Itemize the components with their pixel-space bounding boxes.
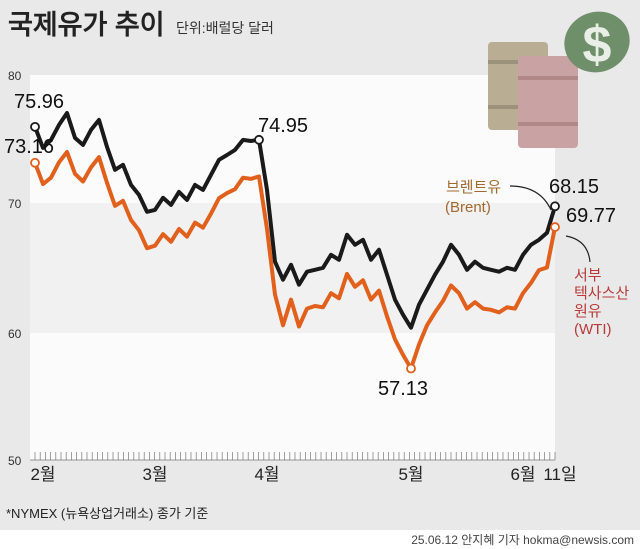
unit-label: 단위:배럴당 달러 xyxy=(176,20,274,36)
endpoint-markers xyxy=(30,121,560,374)
credit: 25.06.12 안지혜 기자 hokma@newsis.com xyxy=(411,533,634,547)
brent-april-label: 74.95 xyxy=(258,115,308,137)
brent-line xyxy=(33,111,557,330)
legend-wti-en: (WTI) xyxy=(574,321,611,338)
chart-title: 국제유가 추이 xyxy=(8,10,165,40)
legend-wti-2: 텍사스산 xyxy=(574,285,629,302)
x-axis-ticks xyxy=(30,452,556,461)
x-label: 2월 xyxy=(30,465,55,484)
svg-text:$: $ xyxy=(583,16,612,74)
x-label: 11일 xyxy=(543,465,576,484)
point-marker xyxy=(550,201,560,212)
end-label-bottom: 69.77 xyxy=(566,205,616,227)
wti-line xyxy=(33,150,557,371)
legend-wti-1: 서부 xyxy=(574,267,602,284)
legend-brent-en: (Brent) xyxy=(445,199,491,216)
brent-start-label: 75.96 xyxy=(14,91,64,113)
footnote: *NYMEX (뉴욕상업거래소) 종가 기준 xyxy=(6,506,208,521)
end-label-top: 68.15 xyxy=(549,176,599,198)
legend-wti-3: 원유 xyxy=(574,303,602,320)
legend-brent-arrow xyxy=(509,185,552,211)
point-marker xyxy=(30,121,40,132)
point-marker xyxy=(254,134,264,145)
legend-brent: 브렌트유 xyxy=(446,179,501,196)
oil-barrel-icon xyxy=(488,42,578,148)
dollar-icon: $ xyxy=(564,11,630,74)
x-label: 3월 xyxy=(142,465,167,484)
wti-start-label: 73.16 xyxy=(4,136,54,158)
x-label: 6월 xyxy=(510,465,535,484)
band-50-60 xyxy=(30,333,555,460)
y-tick-80: 80 xyxy=(8,69,22,83)
band-70-80 xyxy=(30,75,555,203)
point-marker xyxy=(550,222,560,232)
wti-min-label: 57.13 xyxy=(378,378,428,400)
legend-wti-arrow xyxy=(565,235,591,263)
x-axis-labels: 2월 3월 4월 5월 6월 11일 xyxy=(30,465,576,484)
y-tick-50: 50 xyxy=(8,454,22,468)
point-marker xyxy=(30,157,40,168)
x-label: 5월 xyxy=(398,465,423,484)
y-tick-70: 70 xyxy=(8,197,22,211)
credit-strip xyxy=(0,530,640,549)
y-tick-60: 60 xyxy=(8,327,22,341)
x-label: 4월 xyxy=(254,465,279,484)
point-marker xyxy=(406,363,416,374)
